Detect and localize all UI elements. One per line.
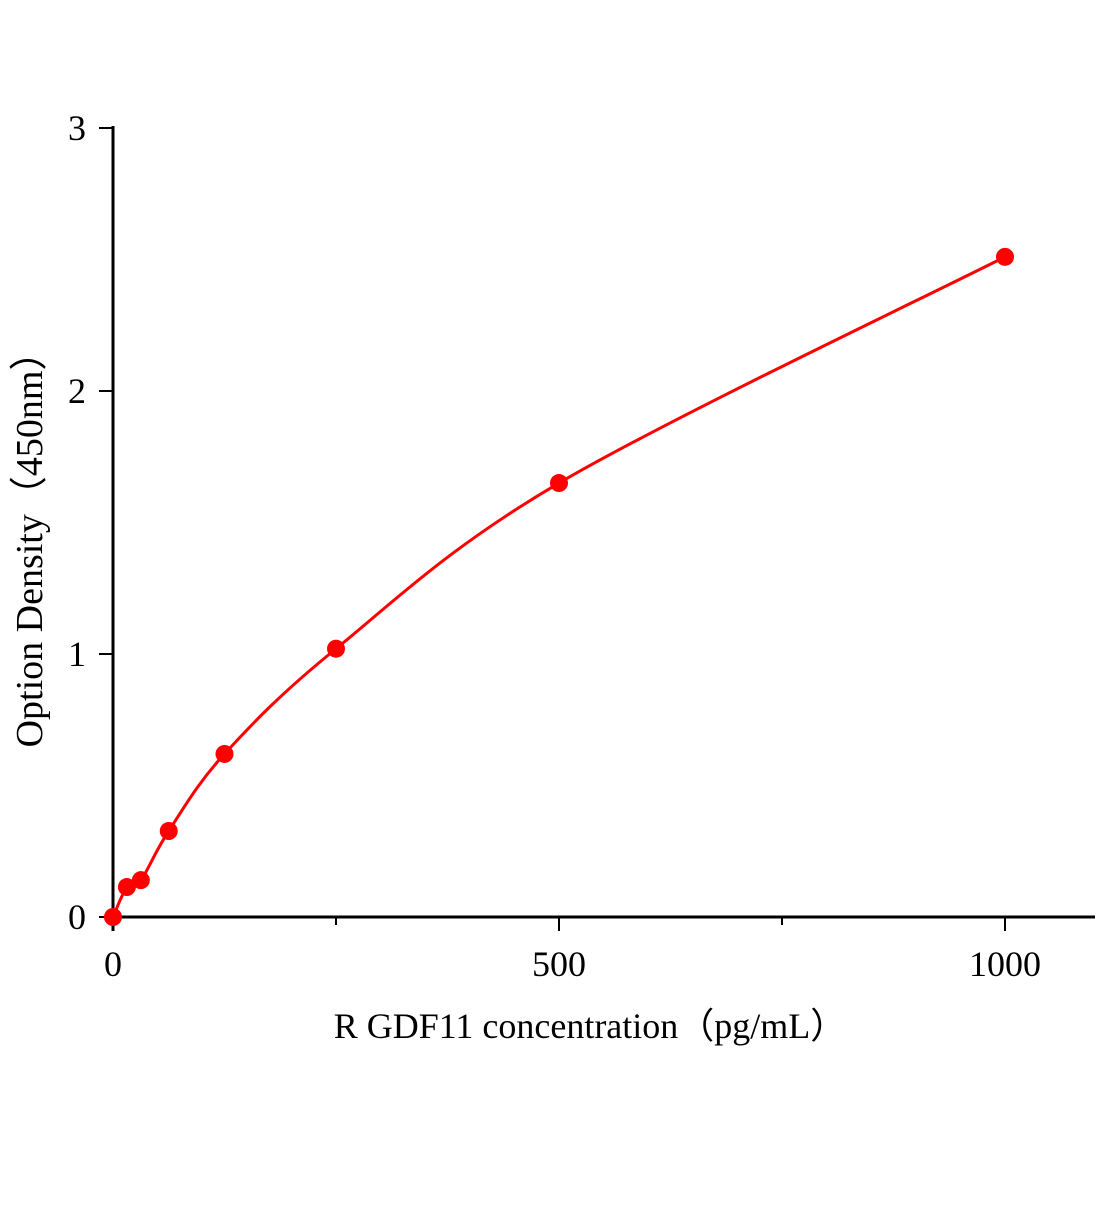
data-point	[996, 247, 1014, 266]
y-tick-label: 1	[68, 634, 86, 674]
data-point	[117, 878, 136, 897]
fit-curve	[111, 255, 1006, 918]
y-tick-label: 2	[68, 371, 86, 411]
y-tick-label: 0	[68, 897, 86, 937]
x-axis-label: R GDF11 concentration（pg/mL）	[334, 1006, 847, 1046]
x-tick-label: 1000	[969, 944, 1041, 984]
data-point	[215, 744, 234, 763]
data-point	[159, 821, 178, 840]
data-point	[327, 639, 345, 658]
data-point	[550, 474, 568, 493]
data-point	[104, 908, 122, 926]
data-point	[131, 871, 150, 890]
x-tick-label: 0	[104, 944, 122, 984]
y-axis-label: Option Density（450nm）	[9, 333, 51, 748]
y-tick-label: 3	[68, 108, 86, 148]
x-tick-label: 500	[532, 944, 586, 984]
